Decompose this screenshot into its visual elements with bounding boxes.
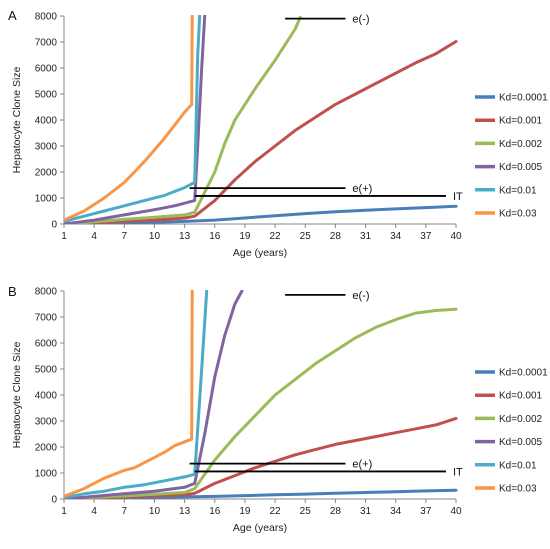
- legend-label: Kd=0.0001: [499, 368, 548, 379]
- series-line-kd-0-001: [64, 416, 458, 499]
- y-tick-label: 4000: [35, 391, 58, 402]
- y-tick-label: 8000: [35, 12, 58, 23]
- annotation-label: IT: [453, 466, 463, 478]
- x-tick-label: 19: [239, 231, 251, 242]
- series-line-kd-0-002: [64, 307, 458, 499]
- series-line-kd-0-005: [64, 15, 207, 224]
- y-tick-label: 4000: [35, 116, 58, 127]
- x-tick-label: 4: [91, 506, 97, 517]
- series-line-kd-0-001: [64, 40, 458, 224]
- x-tick-label: 13: [179, 506, 191, 517]
- y-tick-label: 5000: [35, 365, 58, 376]
- legend-label: Kd=0.001: [499, 116, 543, 127]
- x-tick-label: 37: [420, 231, 432, 242]
- x-tick-label: 1: [61, 231, 67, 242]
- y-tick-label: 8000: [35, 287, 58, 298]
- annotation-label: e(-): [352, 290, 369, 302]
- legend-label: Kd=0.03: [499, 209, 537, 220]
- x-tick-label: 34: [390, 506, 402, 517]
- y-tick-label: 6000: [35, 339, 58, 350]
- x-tick-label: 28: [330, 506, 342, 517]
- y-tick-label: 1000: [35, 194, 58, 205]
- legend-label: Kd=0.0001: [499, 93, 548, 104]
- legend-label: Kd=0.002: [499, 414, 543, 425]
- x-axis-label: Age (years): [233, 522, 287, 534]
- annotation-label: e(+): [352, 459, 372, 471]
- legend-label: Kd=0.001: [499, 391, 543, 402]
- x-axis-label: Age (years): [233, 247, 287, 259]
- y-tick-label: 1000: [35, 469, 58, 480]
- y-tick-label: 3000: [35, 142, 58, 153]
- y-tick-label: 6000: [35, 64, 58, 75]
- x-tick-label: 31: [360, 506, 372, 517]
- legend-label: Kd=0.01: [499, 460, 537, 471]
- y-tick-label: 0: [51, 495, 57, 506]
- legend-label: Kd=0.002: [499, 139, 543, 150]
- x-tick-label: 4: [91, 231, 97, 242]
- legend-label: Kd=0.01: [499, 185, 537, 196]
- x-tick-label: 37: [420, 506, 432, 517]
- x-tick-label: 10: [149, 506, 161, 517]
- x-tick-label: 40: [450, 231, 462, 242]
- annotation-label: e(-): [352, 14, 369, 26]
- y-tick-label: 5000: [35, 90, 58, 101]
- x-tick-label: 28: [330, 231, 342, 242]
- y-tick-label: 2000: [35, 443, 58, 454]
- x-tick-label: 16: [209, 506, 221, 517]
- y-tick-label: 7000: [35, 38, 58, 49]
- series-line-kd-0-005: [64, 290, 244, 499]
- x-tick-label: 7: [122, 231, 128, 242]
- annotation-label: e(+): [352, 183, 372, 195]
- y-tick-label: 7000: [35, 313, 58, 324]
- annotation-label: IT: [453, 191, 463, 203]
- series-line-kd-0-0001: [64, 204, 458, 224]
- series-line-kd-0-03: [64, 290, 194, 498]
- series-line-kd-0-03: [64, 15, 194, 222]
- x-tick-label: 40: [450, 506, 462, 517]
- series-line-kd-0-01: [64, 290, 209, 499]
- panel-label: B: [8, 284, 17, 299]
- legend-label: Kd=0.03: [499, 484, 537, 495]
- x-tick-label: 16: [209, 231, 221, 242]
- y-axis-label: Hepatocyte Clone Size: [11, 341, 23, 448]
- panel-label: A: [8, 8, 17, 23]
- x-tick-label: 25: [300, 506, 312, 517]
- x-tick-label: 34: [390, 231, 402, 242]
- y-axis-label: Hepatocyte Clone Size: [11, 66, 23, 173]
- series-line-kd-0-002: [64, 15, 302, 224]
- x-tick-label: 31: [360, 231, 372, 242]
- x-tick-label: 7: [122, 506, 128, 517]
- y-tick-label: 0: [51, 220, 57, 231]
- series-line-kd-0-01: [64, 15, 202, 223]
- x-tick-label: 22: [270, 231, 282, 242]
- legend-label: Kd=0.005: [499, 437, 543, 448]
- x-tick-label: 25: [300, 231, 312, 242]
- x-tick-label: 10: [149, 231, 161, 242]
- y-tick-label: 2000: [35, 168, 58, 179]
- legend-label: Kd=0.005: [499, 162, 543, 173]
- y-tick-label: 3000: [35, 417, 58, 428]
- x-tick-label: 13: [179, 231, 191, 242]
- x-tick-label: 1: [61, 506, 67, 517]
- x-tick-label: 19: [239, 506, 251, 517]
- x-tick-label: 22: [270, 506, 282, 517]
